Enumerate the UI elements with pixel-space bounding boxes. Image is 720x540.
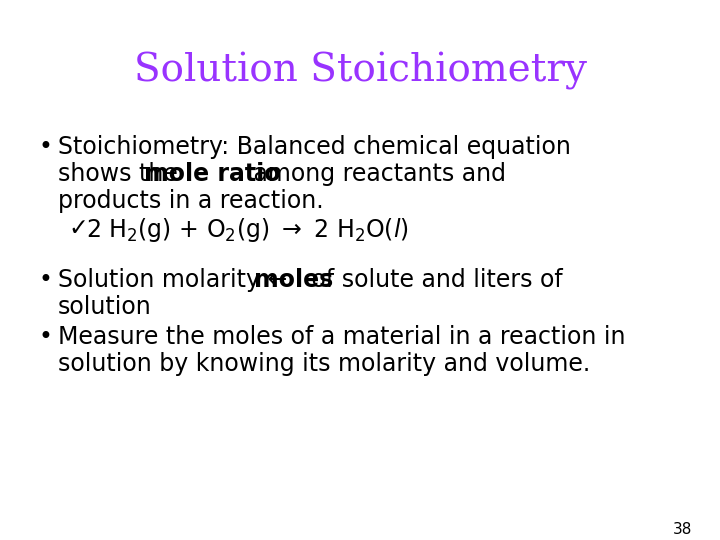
Text: solution: solution <box>58 295 152 319</box>
Text: Solution molarity ←: Solution molarity ← <box>58 268 294 292</box>
Text: mole ratio: mole ratio <box>144 162 281 186</box>
Text: ✓: ✓ <box>68 216 88 240</box>
Text: shows the: shows the <box>58 162 185 186</box>
Text: 38: 38 <box>672 522 692 537</box>
Text: •: • <box>38 325 52 349</box>
Text: among reactants and: among reactants and <box>246 162 506 186</box>
Text: of solute and liters of: of solute and liters of <box>304 268 563 292</box>
Text: Stoichiometry: Balanced chemical equation: Stoichiometry: Balanced chemical equatio… <box>58 135 571 159</box>
Text: moles: moles <box>254 268 333 292</box>
Text: Solution Stoichiometry: Solution Stoichiometry <box>133 52 587 90</box>
Text: •: • <box>38 135 52 159</box>
Text: solution by knowing its molarity and volume.: solution by knowing its molarity and vol… <box>58 352 590 376</box>
Text: products in a reaction.: products in a reaction. <box>58 189 323 213</box>
Text: Measure the moles of a material in a reaction in: Measure the moles of a material in a rea… <box>58 325 626 349</box>
Text: •: • <box>38 268 52 292</box>
Text: 2 H$_2$(g) + O$_2$(g) $\rightarrow$ 2 H$_2$O($\it{l}$): 2 H$_2$(g) + O$_2$(g) $\rightarrow$ 2 H$… <box>86 216 409 244</box>
